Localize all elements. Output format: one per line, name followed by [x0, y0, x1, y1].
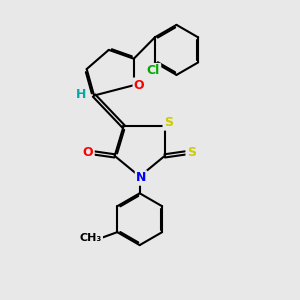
Text: S: S: [164, 116, 173, 129]
Text: N: N: [136, 172, 146, 184]
Text: O: O: [83, 146, 94, 159]
Text: S: S: [187, 146, 196, 159]
Text: O: O: [134, 79, 144, 92]
Text: Cl: Cl: [147, 64, 160, 77]
Text: H: H: [76, 88, 86, 100]
Text: CH₃: CH₃: [80, 233, 102, 243]
